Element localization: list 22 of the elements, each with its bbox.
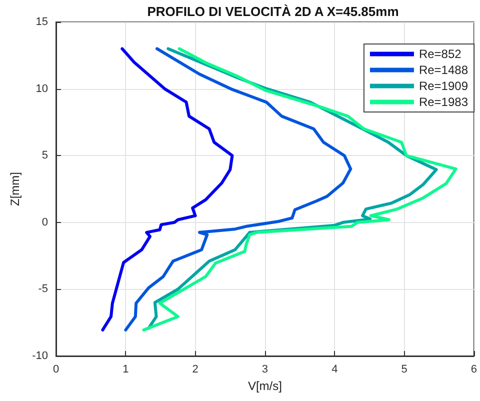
- x-tick-label: 3: [262, 364, 268, 376]
- x-tick-label: 0: [52, 364, 60, 376]
- legend-label: Re=1909: [418, 79, 468, 93]
- x-tick-label: 4: [332, 364, 338, 376]
- y-tick-label: 10: [36, 82, 48, 95]
- line-series: [101, 47, 234, 332]
- legend-label: Re=852: [418, 47, 462, 61]
- y-tick-label: 5: [42, 150, 48, 162]
- line-series: [124, 47, 352, 332]
- legend-label: Re=1488: [418, 63, 468, 77]
- y-tick-label: -10: [32, 350, 48, 362]
- x-axis-title: V[m/s]: [248, 379, 282, 393]
- y-tick-label: 0: [42, 216, 48, 228]
- x-tick-label: 1: [122, 364, 129, 376]
- x-tick-label: 2: [192, 364, 198, 376]
- y-axis-title: Z[mm]: [8, 172, 22, 206]
- legend-label: Re=1983: [418, 95, 468, 109]
- x-tick-label: 6: [470, 364, 478, 376]
- y-tick-label: -5: [38, 283, 48, 296]
- x-tick-label: 5: [401, 364, 408, 376]
- chart-title: PROFILO DI VELOCITÀ 2D A X=45.85mm: [147, 4, 399, 19]
- y-tick-label: 15: [36, 16, 48, 28]
